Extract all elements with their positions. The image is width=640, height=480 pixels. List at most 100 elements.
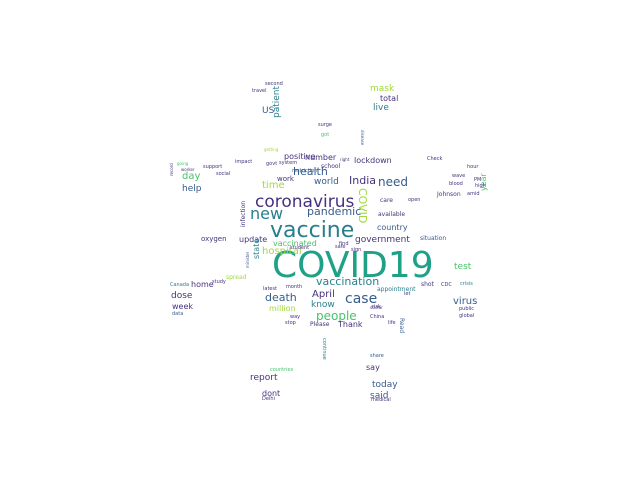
word-safe: safe [335,244,346,250]
word-way: way [290,314,301,320]
word-minister: minister [245,251,250,268]
word-impact: impact [235,159,253,165]
word-let: let [404,291,411,297]
word-week: week [172,302,194,311]
word-available: available [378,211,406,218]
word-latest: latest [263,286,278,292]
word-today: today [372,380,398,390]
word-crisis: crisis [460,281,473,287]
word-work: work [277,175,294,183]
word-government: government [355,235,410,245]
word-school: school [321,163,341,170]
word-india: India [349,174,376,187]
word-data: data [172,311,184,317]
word-number: number [305,153,337,162]
word-risk: risk [372,304,381,310]
word-amid: amid [467,191,480,197]
word-appointment: appointment [377,286,416,293]
word-country: country [377,223,408,232]
word-us: US [262,106,275,116]
word-vaccine: vaccine [270,218,355,243]
word-patient: patient [272,85,282,118]
word-surge: surge [318,122,332,128]
word-johnson: Johnson [437,191,461,198]
word-state: state [252,238,261,259]
word-update: update [239,235,268,244]
word-hour: hour [467,164,479,170]
word-positive: positive [284,152,316,161]
word-day: day [182,171,201,182]
word-month: month [286,284,303,290]
word-stop: stop [285,320,296,326]
word-system: system [279,160,298,166]
word-thank: Thank [338,320,363,329]
word-said: said [370,391,389,401]
word-disease: disease [360,130,365,146]
word-coronavirus: coronavirus [255,192,355,212]
word-doctor: doctor [370,305,383,310]
word-say: say [366,363,380,372]
word-pandemic: pandemic [307,205,362,218]
word-support: support [203,164,223,170]
word-shot: shot [421,281,434,288]
word-getting: getting [264,147,279,152]
word-please: Please [310,321,330,328]
word-case: case [345,291,378,307]
word-social: social [216,171,231,177]
word-test: test [454,262,472,272]
word-medical: medical [371,397,391,403]
word-govt: govt [266,161,278,167]
word-situation: situation [420,235,447,242]
word-read: Read [398,318,405,334]
word-care: care [380,197,394,204]
word-going: going [177,161,189,166]
word-know: know [311,300,335,310]
word-world: world [314,177,339,187]
word-global: global [459,313,475,319]
word-open: open [408,197,421,203]
word-second: second [265,81,283,87]
word-people: people [316,309,357,323]
word-sign: sign [351,247,362,253]
word-vaccinated: vaccinated [273,239,317,248]
word-april: April [312,289,335,300]
word-got: got [321,132,330,138]
word-death: death [265,291,297,304]
word-hospital: hospital [262,246,302,257]
word-virus: virus [453,296,478,307]
word-lockdown: lockdown [354,156,392,165]
word-health: health [293,165,328,178]
word-find: find [339,241,349,247]
word-time: time [262,180,285,191]
word-spread: spread [226,274,247,281]
word-home: home [191,280,214,289]
word-canada: Canada [170,282,190,288]
word-pm: PM [474,177,482,183]
word-dont: dont [262,389,281,398]
word-new: new [250,204,284,223]
word-live: live [373,103,389,113]
word-wave: wave [452,173,466,179]
word-total: total [380,94,399,103]
word-help: help [182,184,202,194]
word-need: need [378,175,408,189]
word-travel: travel [252,88,267,94]
word-million: million [269,304,296,313]
word-continue: continue [321,338,327,360]
word-student: student [290,245,310,251]
word-countries: countries [270,367,294,373]
word-infection: infection [240,200,247,227]
word-dose: dose [171,291,193,301]
word-share: share [370,353,384,359]
word-life: life [388,320,396,326]
word-vaccination: vaccination [316,275,380,288]
word-high: high [475,183,486,189]
word-delhi: Delhi [262,396,275,402]
word-public: public [459,306,475,312]
word-right: right [340,157,350,162]
word-record: record [169,163,174,176]
word-check: Check [427,156,443,162]
word-study: study [212,279,226,285]
word-blood: blood [449,181,463,187]
